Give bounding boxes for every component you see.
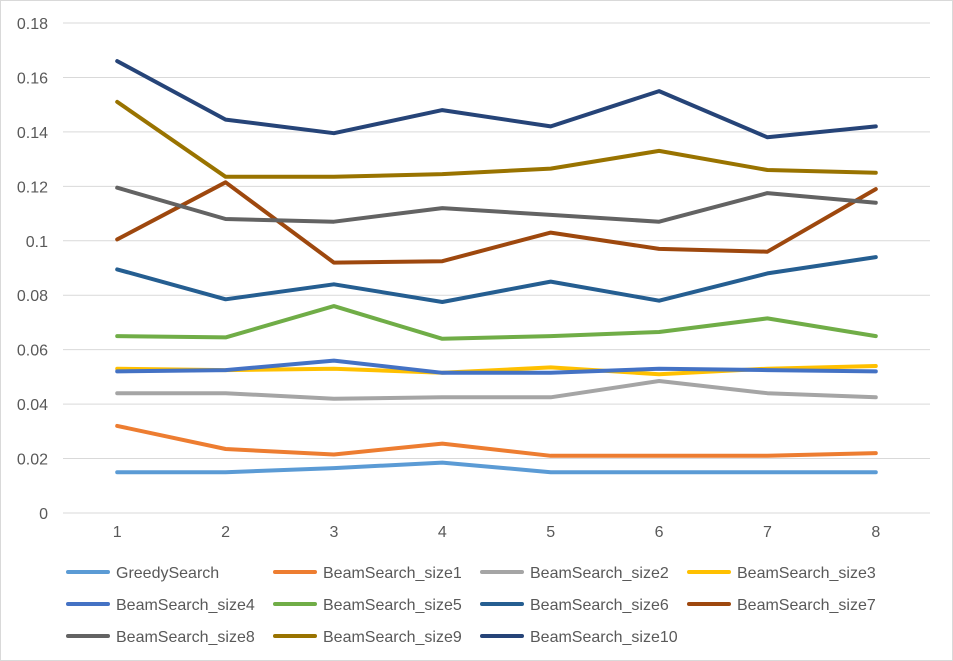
y-tick-label: 0.06 [17,343,48,360]
series-line-beamsearch-size6 [115,255,878,304]
y-tick-label: 0.04 [17,397,48,414]
y-tick-label: 0.02 [17,452,48,469]
series-line-beamsearch-size9 [115,99,878,179]
legend-item: BeamSearch_size10 [480,629,678,646]
x-tick-label: 1 [113,524,122,541]
y-tick-label: 0.08 [17,288,48,305]
legend-item: BeamSearch_size5 [273,597,462,614]
legend-label: BeamSearch_size10 [530,629,678,646]
legend-label: BeamSearch_size3 [737,565,876,582]
x-tick-label: 3 [329,524,338,541]
x-tick-label: 7 [763,524,772,541]
legend-label: BeamSearch_size9 [323,629,462,646]
legend-item: BeamSearch_size3 [687,565,876,582]
y-tick-label: 0.12 [17,179,48,196]
series-line-beamsearch-size2 [115,379,878,401]
x-tick-label: 6 [655,524,664,541]
y-tick-label: 0.1 [26,234,48,251]
series-lines [115,59,878,475]
legend-item: BeamSearch_size8 [66,629,255,646]
x-axis-ticks: 1 2 3 4 5 6 7 8 [113,524,881,541]
x-tick-label: 4 [438,524,447,541]
legend-item: BeamSearch_size6 [480,597,669,614]
legend-item: BeamSearch_size1 [273,565,462,582]
y-tick-label: 0 [39,506,48,523]
series-line-beamsearch-size1 [115,423,878,458]
legend-label: GreedySearch [116,565,219,582]
y-tick-label: 0.14 [17,125,48,142]
x-tick-label: 8 [871,524,880,541]
series-line-beamsearch-size5 [115,304,878,341]
series-line-beamsearch-size10 [115,59,878,140]
x-tick-label: 2 [221,524,230,541]
series-line-beamsearch-size7 [115,180,878,265]
legend: GreedySearch BeamSearch_size1 BeamSearch_s… [66,565,876,646]
legend-label: BeamSearch_size5 [323,597,462,614]
legend-label: BeamSearch_size6 [530,597,669,614]
legend-item: BeamSearch_size2 [480,565,669,582]
legend-label: BeamSearch_size4 [116,597,255,614]
series-line-beamsearch-size8 [115,185,878,224]
legend-label: BeamSearch_size2 [530,565,669,582]
legend-item: BeamSearch_size7 [687,597,876,614]
y-tick-label: 0.18 [17,16,48,33]
legend-item: BeamSearch_size9 [273,629,462,646]
legend-item: GreedySearch [66,565,219,582]
series-line-greedysearch [115,460,878,475]
series-line-beamsearch-size4 [115,358,878,375]
legend-item: BeamSearch_size4 [66,597,255,614]
y-tick-label: 0.16 [17,70,48,87]
legend-label: BeamSearch_size7 [737,597,876,614]
x-tick-label: 5 [546,524,555,541]
legend-label: BeamSearch_size1 [323,565,462,582]
legend-label: BeamSearch_size8 [116,629,255,646]
y-axis-ticks: 0 0.02 0.04 0.06 0.08 0.1 0.12 0.14 0.16 0.18 [17,16,48,523]
gridlines [63,22,930,514]
